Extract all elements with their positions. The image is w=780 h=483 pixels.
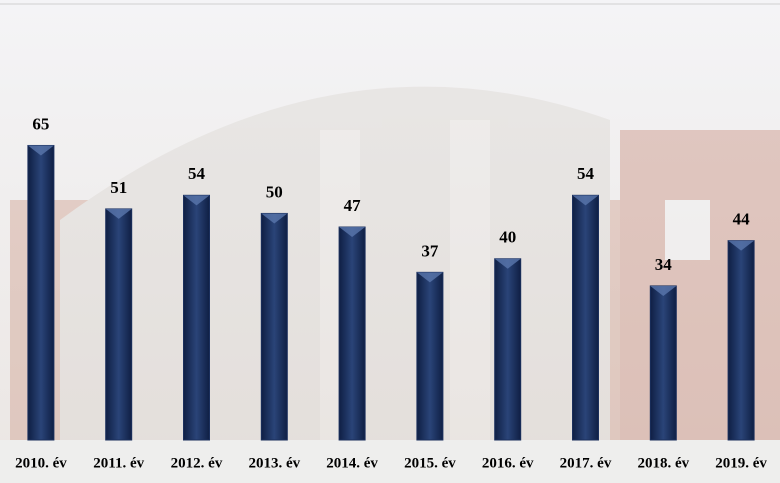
bar — [494, 258, 522, 441]
bar — [338, 226, 366, 441]
x-tick-label: 2013. év — [248, 455, 300, 471]
bar-highlight — [261, 213, 288, 224]
value-label: 44 — [733, 210, 751, 229]
bar-highlight — [183, 195, 210, 206]
bar-highlight — [339, 227, 366, 238]
x-tick-label: 2010. év — [15, 455, 67, 471]
value-label: 54 — [188, 164, 206, 183]
value-label: 50 — [266, 182, 283, 201]
x-tick-label: 2016. év — [482, 455, 534, 471]
value-label: 34 — [655, 255, 673, 274]
bar — [105, 208, 133, 441]
x-tick-label: 2012. év — [171, 455, 223, 471]
bar-highlight — [650, 285, 677, 296]
value-label: 54 — [577, 164, 595, 183]
x-tick-label: 2017. év — [560, 455, 612, 471]
x-tick-label: 2019. év — [715, 455, 767, 471]
value-label: 47 — [344, 196, 362, 215]
bar-highlight — [728, 240, 755, 251]
axis-band — [0, 440, 780, 483]
x-tick-label: 2014. év — [326, 455, 378, 471]
bar — [183, 194, 210, 441]
value-label: 65 — [32, 114, 49, 133]
bar-highlight — [105, 208, 132, 219]
value-label: 51 — [110, 178, 127, 197]
bar — [727, 240, 755, 441]
bar — [649, 285, 677, 441]
bar — [27, 144, 55, 441]
bar — [572, 194, 599, 441]
value-label: 40 — [499, 228, 516, 247]
bar-highlight — [572, 195, 599, 206]
bar-highlight — [416, 272, 443, 283]
x-tick-label: 2015. év — [404, 455, 456, 471]
x-tick-label: 2018. év — [637, 455, 689, 471]
x-tick-label: 2011. év — [93, 455, 144, 471]
bar — [260, 212, 288, 441]
bar-highlight — [494, 258, 521, 269]
bar-highlight — [27, 145, 54, 156]
background-photo: ​ — [10, 84, 780, 440]
value-label: 37 — [421, 241, 439, 260]
bar — [416, 271, 444, 441]
